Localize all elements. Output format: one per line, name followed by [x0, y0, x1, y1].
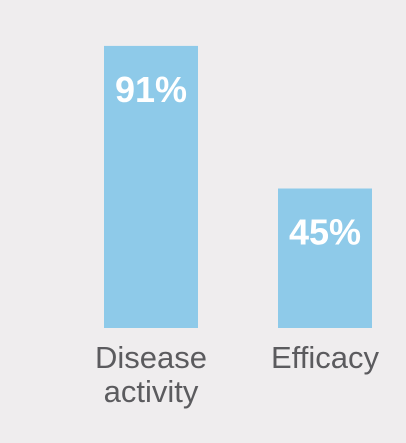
category-label-0-line-1: activity — [104, 374, 199, 409]
bar-1 — [278, 188, 372, 328]
bar-0 — [104, 45, 198, 329]
category-label-1: Efficacy — [271, 340, 379, 375]
category-label-1-line-0: Efficacy — [271, 340, 379, 375]
bar-value-label-0: 91% — [115, 69, 187, 110]
category-label-0-line-0: Disease — [95, 340, 207, 375]
bar-value-label-1: 45% — [289, 212, 361, 253]
